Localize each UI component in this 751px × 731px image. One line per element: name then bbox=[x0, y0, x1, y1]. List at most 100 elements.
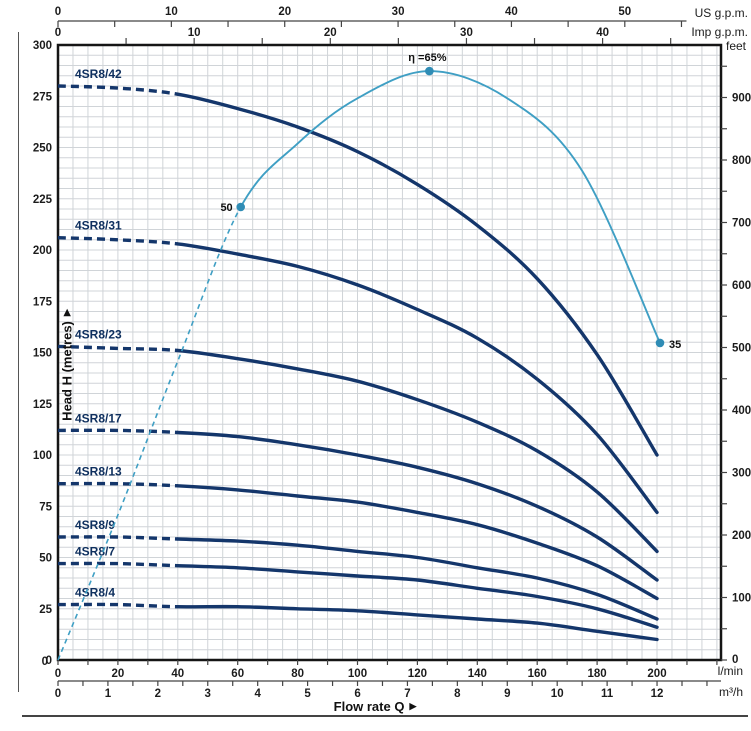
tick-label-lmin-160: 160 bbox=[528, 668, 547, 680]
pump-curve-4SR8-7-dashed bbox=[57, 561, 178, 568]
efficiency-marker-35 bbox=[655, 338, 665, 348]
tick-label-us-gpm-10: 10 bbox=[165, 6, 178, 18]
pump-curve-4SR8-17-dashed bbox=[57, 428, 178, 435]
lmin-unit-label: l/min bbox=[717, 664, 743, 678]
pump-curve-4SR8-7 bbox=[176, 564, 659, 629]
pump-curve-4SR8-23-dashed bbox=[57, 344, 178, 353]
tick-label-us-gpm-30: 30 bbox=[392, 6, 405, 18]
tick-label-m3h-9: 9 bbox=[504, 688, 510, 700]
curve-label-4SR8-13: 4SR8/13 bbox=[75, 465, 122, 479]
us-gpm-unit-label: US g.p.m. bbox=[694, 6, 748, 20]
pump-curve-4SR8-13-dashed bbox=[57, 481, 178, 488]
tick-label-m3h-12: 12 bbox=[651, 688, 664, 700]
tick-label-us-gpm-40: 40 bbox=[505, 6, 518, 18]
pump-curve-4SR8-42-dashed bbox=[57, 84, 179, 96]
pump-curve-4SR8-31-dashed bbox=[57, 236, 179, 246]
tick-label-lmin-60: 60 bbox=[231, 668, 244, 680]
tick-label-metres-50: 50 bbox=[39, 553, 52, 565]
tick-label-imp-gpm-10: 10 bbox=[188, 27, 201, 39]
tick-label-feet-100: 100 bbox=[732, 593, 751, 605]
page-bottom-rule bbox=[22, 715, 748, 717]
tick-label-us-gpm-50: 50 bbox=[618, 6, 631, 18]
tick-label-feet-600: 600 bbox=[732, 280, 751, 292]
tick-label-m3h-5: 5 bbox=[304, 688, 311, 700]
tick-label-feet-200: 200 bbox=[732, 530, 751, 542]
tick-label-feet-500: 500 bbox=[732, 343, 751, 355]
curve-label-4SR8-42: 4SR8/42 bbox=[75, 67, 122, 81]
tick-label-metres-150: 150 bbox=[33, 348, 52, 360]
tick-label-m3h-4: 4 bbox=[254, 688, 261, 700]
pump-curve-4SR8-23 bbox=[176, 348, 659, 554]
y-axis-title-text: Head H (metres) bbox=[59, 321, 75, 421]
tick-label-feet-400: 400 bbox=[732, 405, 751, 417]
tick-label-metres-25: 25 bbox=[39, 604, 52, 616]
up-arrow-icon: ▶ bbox=[61, 309, 72, 317]
tick-label-metres-75: 75 bbox=[39, 501, 52, 513]
curve-label-4SR8-31: 4SR8/31 bbox=[75, 219, 122, 233]
tick-label-m3h-6: 6 bbox=[354, 688, 360, 700]
pump-curve-4SR8-42 bbox=[176, 92, 659, 457]
tick-label-metres-100: 100 bbox=[33, 450, 52, 462]
pump-curve-4SR8-9-dashed bbox=[57, 535, 178, 541]
curve-label-4SR8-4: 4SR8/4 bbox=[75, 586, 115, 600]
tick-label-feet-800: 800 bbox=[732, 155, 751, 167]
plot-border bbox=[56, 43, 723, 662]
curve-label-4SR8-9: 4SR8/9 bbox=[75, 518, 115, 532]
curve-label-4SR8-23: 4SR8/23 bbox=[75, 327, 122, 341]
tick-label-metres-225: 225 bbox=[33, 194, 53, 206]
tick-label-m3h-2: 2 bbox=[155, 688, 161, 700]
efficiency-curve-dashed bbox=[57, 206, 242, 661]
tick-label-lmin-200: 200 bbox=[647, 668, 666, 680]
tick-label-imp-gpm-0: 0 bbox=[55, 27, 61, 39]
efficiency-marker-label-35: 35 bbox=[669, 339, 681, 351]
tick-label-metres-275: 275 bbox=[33, 91, 53, 103]
curve-label-4SR8-17: 4SR8/17 bbox=[75, 411, 122, 425]
efficiency-marker--65- bbox=[425, 66, 434, 76]
tick-label-imp-gpm-20: 20 bbox=[324, 27, 337, 39]
x-axis-title: Flow rate Q ▶ bbox=[334, 699, 417, 714]
tick-label-lmin-20: 20 bbox=[112, 668, 125, 680]
tick-label-lmin-180: 180 bbox=[588, 668, 607, 680]
efficiency-curve bbox=[239, 70, 661, 344]
tick-label-m3h-1: 1 bbox=[105, 688, 112, 700]
feet-unit-label: feet bbox=[725, 39, 746, 53]
pump-curve-4SR8-31 bbox=[176, 242, 659, 515]
tick-label-feet-300: 300 bbox=[732, 468, 751, 480]
right-arrow-icon: ▶ bbox=[409, 701, 417, 711]
m3h-unit-label: m³/h bbox=[719, 685, 743, 699]
tick-label-metres-0: 0 bbox=[46, 655, 52, 667]
x-axis-title-text: Flow rate Q bbox=[333, 699, 405, 714]
pump-curve-4SR8-9 bbox=[176, 537, 659, 621]
efficiency-marker-label--65-: η =65% bbox=[408, 52, 446, 64]
efficiency-marker-50 bbox=[236, 202, 245, 212]
pump-curve-4SR8-4 bbox=[176, 604, 659, 642]
efficiency-marker-label-50: 50 bbox=[220, 202, 232, 214]
tick-label-lmin-0: 0 bbox=[55, 668, 61, 680]
tick-label-metres-200: 200 bbox=[33, 245, 52, 257]
tick-label-us-gpm-0: 0 bbox=[55, 6, 61, 18]
tick-label-metres-250: 250 bbox=[33, 143, 52, 155]
tick-label-metres-300: 300 bbox=[33, 40, 52, 52]
imp-gpm-unit-label: Imp g.p.m. bbox=[691, 25, 748, 39]
tick-label-m3h-0: 0 bbox=[55, 688, 61, 700]
tick-label-m3h-3: 3 bbox=[205, 688, 211, 700]
tick-label-feet-700: 700 bbox=[732, 218, 751, 230]
tick-label-m3h-10: 10 bbox=[551, 688, 564, 700]
tick-label-metres-175: 175 bbox=[33, 296, 53, 308]
tick-label-m3h-11: 11 bbox=[601, 688, 614, 700]
tick-label-feet-900: 900 bbox=[732, 93, 751, 105]
tick-label-lmin-120: 120 bbox=[408, 668, 427, 680]
page-left-rule bbox=[18, 32, 19, 692]
tick-label-lmin-140: 140 bbox=[468, 668, 487, 680]
tick-label-feet-0: 0 bbox=[732, 654, 738, 666]
tick-label-imp-gpm-40: 40 bbox=[596, 27, 609, 39]
tick-label-m3h-8: 8 bbox=[454, 688, 461, 700]
tick-label-lmin-100: 100 bbox=[348, 668, 367, 680]
curve-label-4SR8-7: 4SR8/7 bbox=[75, 545, 115, 559]
y-axis-title: Head H (metres) ▶ bbox=[60, 309, 75, 421]
tick-label-lmin-40: 40 bbox=[171, 668, 184, 680]
tick-label-imp-gpm-30: 30 bbox=[460, 27, 473, 39]
pump-curve-4SR8-4-dashed bbox=[57, 602, 178, 609]
tick-label-metres-125: 125 bbox=[33, 399, 53, 411]
